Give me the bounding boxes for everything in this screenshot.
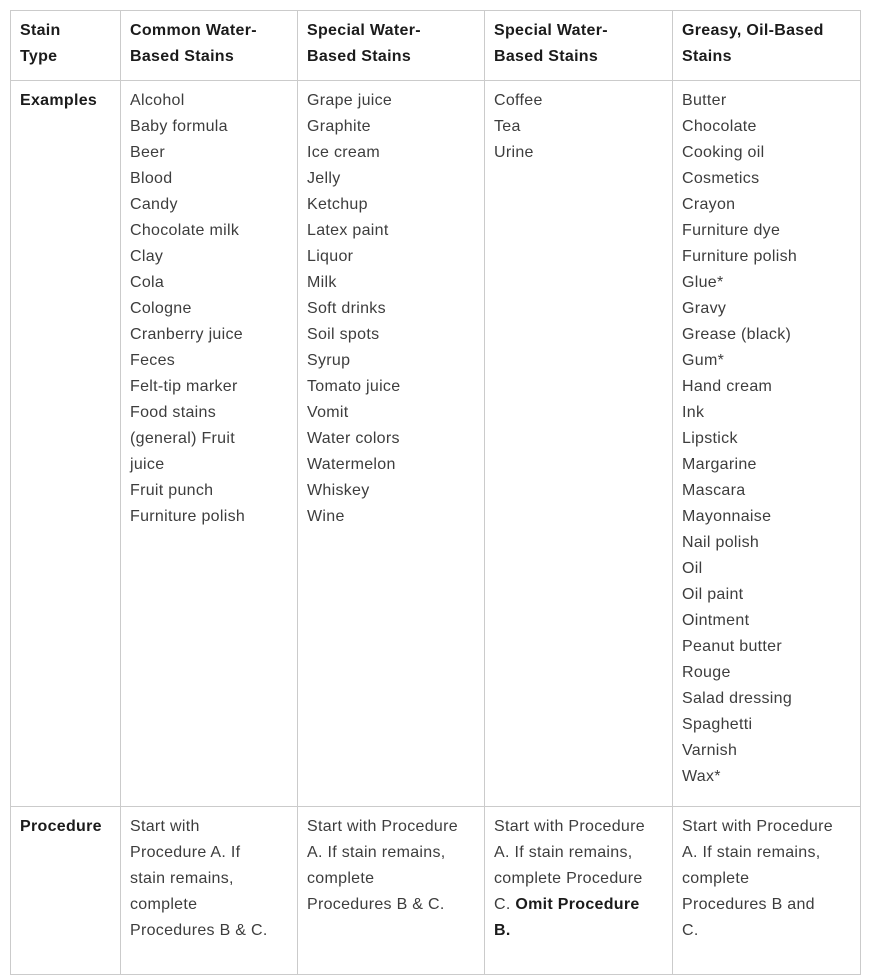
procedure-row: Procedure Start with Procedure A. If sta…: [10, 806, 861, 975]
example-item: Vomit: [307, 404, 349, 421]
example-item: Wax*: [682, 768, 721, 785]
example-item: Peanut butter: [682, 638, 782, 655]
example-item: Fruit punch: [130, 482, 214, 499]
examples-common-water-based: Alcohol Baby formula Beer Blood Candy Chocola…: [120, 80, 298, 807]
example-item: Grease (black): [682, 326, 792, 343]
example-item: Watermelon: [307, 456, 396, 473]
example-item: Whiskey: [307, 482, 370, 499]
example-item: Liquor: [307, 248, 354, 265]
examples-special-water-based-2: Coffee Tea Urine: [484, 80, 673, 807]
example-item: Hand cream: [682, 378, 773, 395]
example-item: Cosmetics: [682, 170, 760, 187]
example-item: Lipstick: [682, 430, 738, 447]
example-item: Glue*: [682, 274, 724, 291]
example-item: Oil: [682, 560, 703, 577]
procedure-special-water-based-2: Start with Procedure A. If stain remains…: [484, 806, 673, 975]
example-item: Wine: [307, 508, 345, 525]
example-item: Cooking oil: [682, 144, 765, 161]
example-item: Chocolate milk: [130, 222, 240, 239]
example-item: Alcohol: [130, 92, 185, 109]
example-item: Beer: [130, 144, 165, 161]
example-item: Felt-tip marker: [130, 378, 238, 395]
example-item: Salad dressing: [682, 690, 793, 707]
examples-greasy-oil-based: Butter Chocolate Cooking oil Cosmetics Crayo…: [672, 80, 861, 807]
example-item: Urine: [494, 144, 534, 161]
example-item: Syrup: [307, 352, 351, 369]
example-item: Graphite: [307, 118, 371, 135]
example-item: Crayon: [682, 196, 736, 213]
row-label-procedure: Procedure: [10, 806, 121, 975]
column-header-special-water-based-1: Special Water-Based Stains: [297, 10, 485, 81]
example-item: Baby formula: [130, 118, 228, 135]
example-item: Ointment: [682, 612, 750, 629]
example-item: Ice cream: [307, 144, 380, 161]
stain-removal-table: Stain Type Common Water-Based Stains Spe…: [10, 10, 861, 975]
example-item: Nail polish: [682, 534, 760, 551]
example-item: Coffee: [494, 92, 543, 109]
example-item: Milk: [307, 274, 337, 291]
example-item: Spaghetti: [682, 716, 753, 733]
example-item: Rouge: [682, 664, 731, 681]
table-header-row: Stain Type Common Water-Based Stains Spe…: [10, 10, 861, 81]
example-item: Gravy: [682, 300, 727, 317]
example-item: Food stains (general) Fruit juice: [130, 404, 235, 473]
procedure-text: Start with Procedure A. If stain remains…: [307, 818, 458, 913]
example-item: Chocolate: [682, 118, 757, 135]
example-item: Furniture polish: [130, 508, 246, 525]
example-item: Tea: [494, 118, 521, 135]
example-item: Candy: [130, 196, 178, 213]
example-item: Margarine: [682, 456, 757, 473]
examples-special-water-based-1: Grape juice Graphite Ice cream Jelly Ketchup…: [297, 80, 485, 807]
example-item: Soft drinks: [307, 300, 386, 317]
example-item: Ketchup: [307, 196, 368, 213]
example-item: Furniture polish: [682, 248, 798, 265]
procedure-bold-text: Omit Procedure B.: [494, 896, 640, 939]
example-item: Butter: [682, 92, 727, 109]
column-header-greasy-oil-based: Greasy, Oil-Based Stains: [672, 10, 861, 81]
example-item: Jelly: [307, 170, 341, 187]
example-item: Clay: [130, 248, 164, 265]
example-item: Mascara: [682, 482, 746, 499]
procedure-common-water-based: Start with Procedure A. If stain remains…: [120, 806, 298, 975]
example-item: Feces: [130, 352, 176, 369]
procedure-greasy-oil-based: Start with Procedure A. If stain remains…: [672, 806, 861, 975]
procedure-text: Start with Procedure A. If stain remains…: [682, 818, 833, 939]
example-item: Mayonnaise: [682, 508, 772, 525]
example-item: Latex paint: [307, 222, 389, 239]
example-item: Soil spots: [307, 326, 380, 343]
example-item: Cola: [130, 274, 165, 291]
example-item: Ink: [682, 404, 705, 421]
example-item: Cranberry juice: [130, 326, 243, 343]
example-item: Oil paint: [682, 586, 744, 603]
example-item: Tomato juice: [307, 378, 401, 395]
procedure-text: Start with Procedure A. If stain remains…: [494, 818, 645, 913]
column-header-special-water-based-2: Special Water-Based Stains: [484, 10, 673, 81]
example-item: Gum*: [682, 352, 725, 369]
example-item: Furniture dye: [682, 222, 781, 239]
row-label-examples: Examples: [10, 80, 121, 807]
example-item: Blood: [130, 170, 173, 187]
column-header-stain-type: Stain Type: [10, 10, 121, 81]
examples-row: Examples Alcohol Baby formula Beer Blood Can…: [10, 80, 861, 807]
procedure-special-water-based-1: Start with Procedure A. If stain remains…: [297, 806, 485, 975]
column-header-common-water-based: Common Water-Based Stains: [120, 10, 298, 81]
procedure-text: Start with Procedure A. If stain remains…: [130, 818, 268, 939]
example-item: Cologne: [130, 300, 192, 317]
example-item: Grape juice: [307, 92, 393, 109]
example-item: Varnish: [682, 742, 738, 759]
example-item: Water colors: [307, 430, 400, 447]
